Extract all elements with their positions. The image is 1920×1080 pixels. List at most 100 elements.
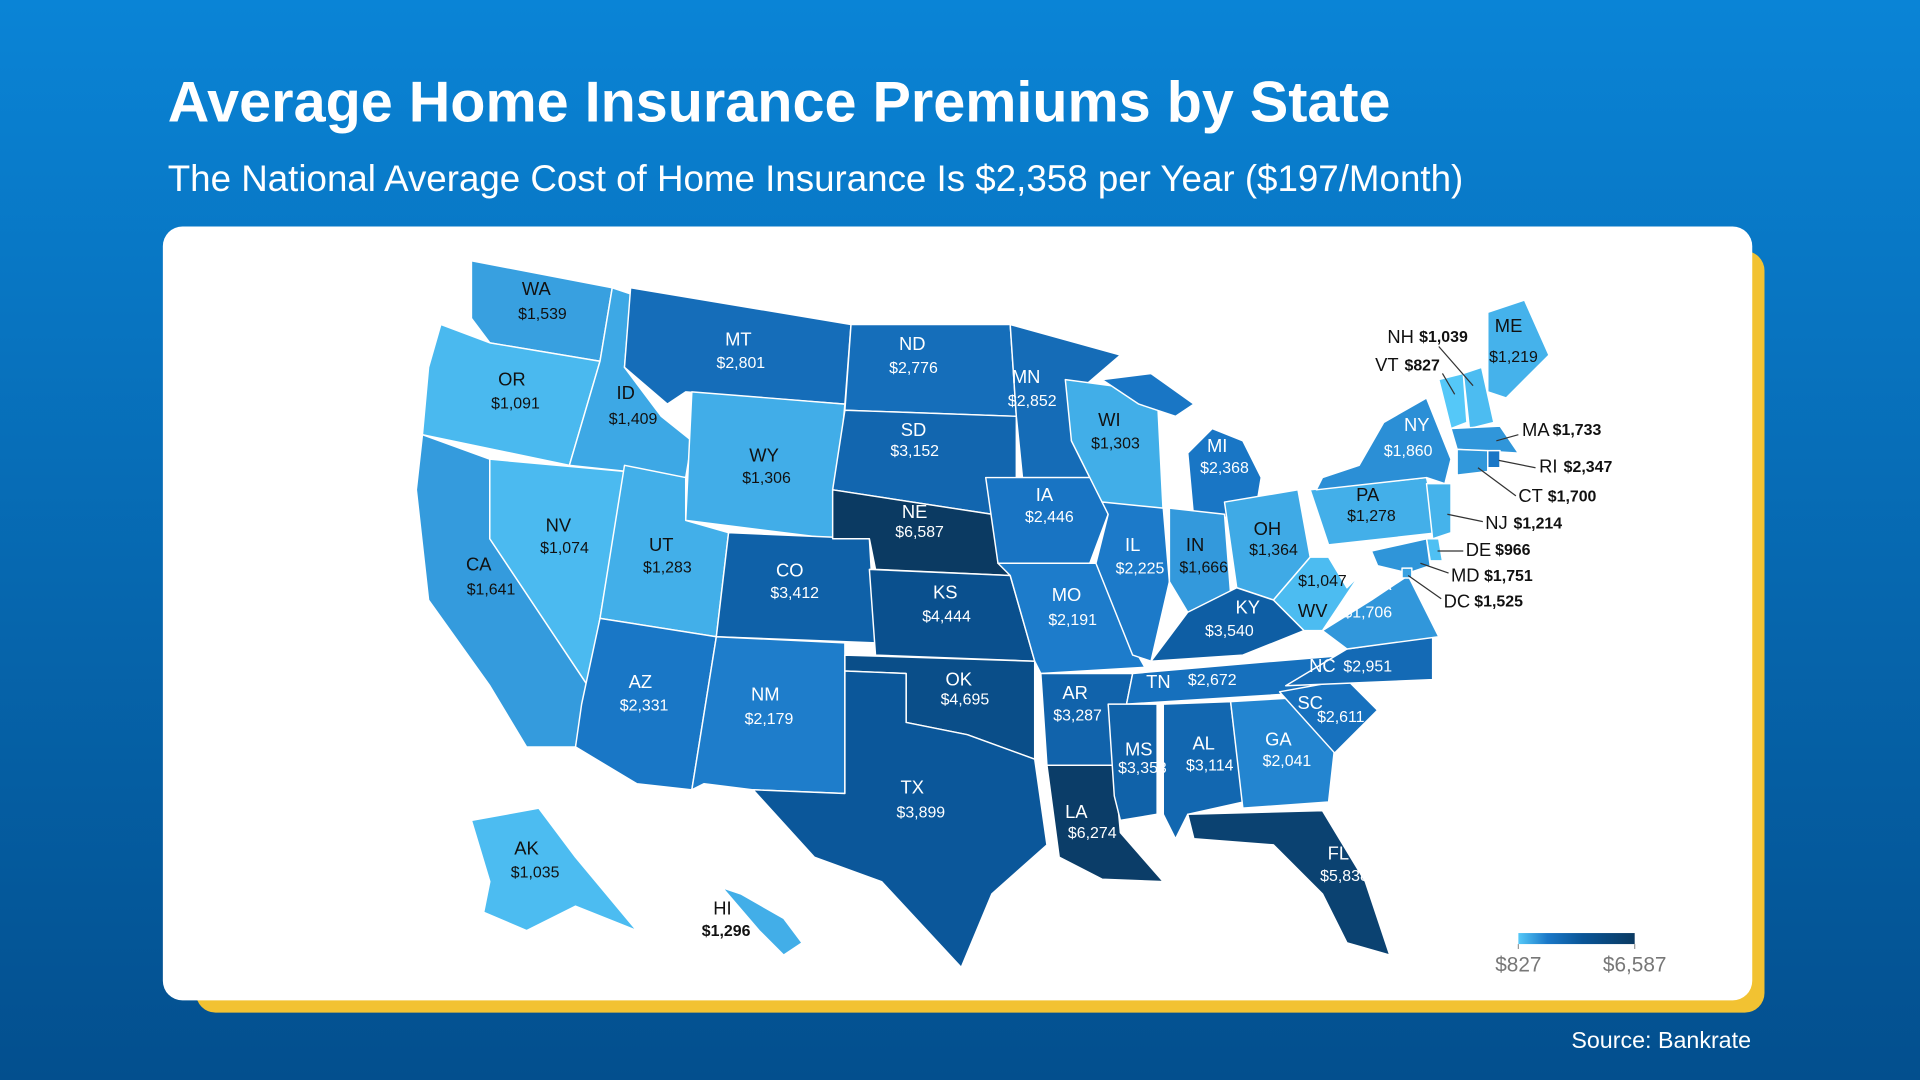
state-value: $2,611: [1317, 709, 1365, 726]
state: [1315, 397, 1452, 491]
leader-line: [1477, 467, 1517, 497]
state-value: $2,951: [1343, 659, 1392, 676]
leader-line: [1407, 575, 1442, 600]
state-code: MO: [1052, 584, 1082, 605]
state-value: $6,587: [895, 524, 944, 541]
state: [984, 476, 1109, 564]
state-code: OR: [498, 369, 526, 390]
state-value: $2,191: [1048, 612, 1097, 629]
labels: WA $1,539 OR $1,091 CA $1,641 NV $1,074 ID $1,409…: [466, 278, 1612, 940]
subtitle: The National Average Cost of Home Insura…: [168, 158, 1463, 199]
state-code: MA: [1522, 419, 1550, 440]
state-code: WY: [749, 445, 779, 466]
state-value: $2,801: [716, 355, 765, 372]
leader-line: [1447, 513, 1483, 523]
title: Average Home Insurance Premiums by State: [168, 71, 1391, 135]
source: Source: Bankrate: [1571, 1027, 1751, 1053]
state-value: $966: [1495, 542, 1531, 559]
state-value: $2,446: [1025, 509, 1074, 526]
state-code: LA: [1065, 801, 1088, 822]
state: [1187, 809, 1391, 956]
state: [1272, 556, 1360, 632]
state-value: $1,364: [1249, 542, 1298, 559]
state-code: NM: [751, 683, 780, 704]
state: [1107, 703, 1158, 822]
state-code: CT: [1518, 485, 1542, 506]
state-value: $1,091: [491, 395, 540, 412]
legend-gradient: [1518, 933, 1635, 945]
state-value: $3,287: [1053, 708, 1102, 725]
state-code: ND: [899, 333, 926, 354]
state-value: $1,296: [702, 923, 751, 940]
state-value: $2,331: [620, 698, 669, 715]
legend-label: $6,587: [1603, 954, 1667, 977]
state-value: $1,751: [1484, 568, 1533, 585]
state-value: $4,695: [941, 692, 990, 709]
state-code: NV: [546, 514, 572, 535]
state-value: $6,274: [1068, 825, 1117, 842]
state-code: IN: [1186, 534, 1204, 555]
state-code: TX: [901, 776, 924, 797]
state-code: TN: [1146, 671, 1170, 692]
state: [1284, 636, 1434, 687]
state-code: GA: [1265, 729, 1292, 750]
state: [1450, 425, 1520, 454]
state-code: VA: [1368, 573, 1392, 594]
state-value: $2,225: [1116, 561, 1165, 578]
state-value: $2,368: [1200, 460, 1249, 477]
state-value: $2,672: [1188, 672, 1237, 689]
state-code: KS: [933, 582, 958, 603]
state-value: $3,114: [1186, 758, 1234, 775]
state-value: $1,706: [1343, 605, 1392, 622]
state-code: PA: [1356, 484, 1380, 505]
state-value: $1,733: [1553, 422, 1602, 439]
state-value: $2,041: [1263, 753, 1312, 770]
state-code: VT: [1375, 354, 1398, 375]
state: [1487, 299, 1550, 399]
state: [1425, 482, 1452, 540]
state-value: $5,838: [1320, 868, 1369, 885]
state-value: $3,412: [770, 585, 819, 602]
state-code: DE: [1466, 539, 1492, 560]
state-value: $1,074: [540, 540, 589, 557]
state-code: FL: [1328, 843, 1349, 864]
state-value: $1,283: [643, 559, 692, 576]
state-value: $1,278: [1347, 508, 1396, 525]
state-code: MT: [725, 328, 752, 349]
state-code: ME: [1495, 315, 1523, 336]
state-value: $4,444: [922, 608, 971, 625]
state-code: RI: [1539, 456, 1557, 477]
state-value: $1,303: [1091, 436, 1140, 453]
state-value: $1,860: [1384, 443, 1433, 460]
state: [1321, 574, 1440, 650]
state-value: $1,539: [518, 306, 567, 323]
state: [1487, 449, 1501, 469]
state-value: $3,540: [1205, 623, 1254, 640]
state-value: $2,776: [889, 360, 938, 377]
state-code: MN: [1012, 366, 1041, 387]
state-code: AK: [514, 838, 539, 859]
state-code: HI: [713, 898, 731, 919]
state-code: AL: [1192, 732, 1214, 753]
state-value: $2,852: [1008, 393, 1057, 410]
state-value: $1,047: [1298, 573, 1347, 590]
state: [1438, 372, 1468, 430]
state-code: SC: [1297, 692, 1323, 713]
state-code: WV: [1298, 600, 1328, 621]
state-value: $1,525: [1474, 594, 1523, 611]
state-code: AR: [1062, 682, 1088, 703]
state: [1095, 501, 1171, 662]
state-value: $1,214: [1513, 515, 1562, 532]
state-code: OH: [1254, 518, 1282, 539]
leader-line: [1498, 459, 1536, 469]
state-code: NC: [1309, 655, 1336, 676]
state: [470, 807, 638, 932]
state-value: $2,347: [1564, 459, 1613, 476]
state-code: OK: [946, 669, 973, 690]
state-value: $1,035: [511, 864, 560, 881]
states: [415, 260, 1550, 969]
state: [752, 670, 1048, 969]
state-code: MD: [1451, 565, 1480, 586]
state-code: UT: [649, 534, 673, 555]
